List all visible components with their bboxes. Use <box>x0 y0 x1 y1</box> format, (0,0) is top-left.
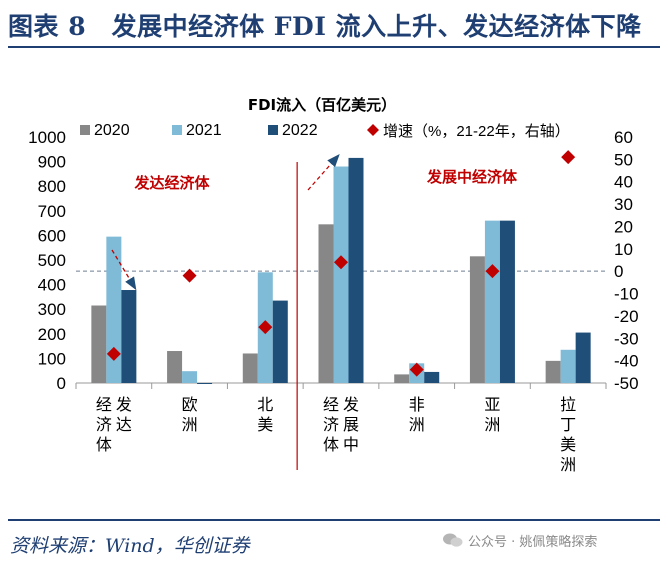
y-left-tick-label: 600 <box>38 226 66 245</box>
y-right-tick-label: -20 <box>614 307 639 326</box>
y-right-tick-label: -50 <box>614 374 639 393</box>
x-category-label: 展 <box>343 415 359 434</box>
watermark: 公众号 · 姚佩策略探索 <box>442 529 597 551</box>
y-left-tick-label: 400 <box>38 276 66 295</box>
source-note: 资料来源：Wind，华创证券 <box>10 535 250 557</box>
y-left-tick-label: 800 <box>38 177 66 196</box>
y-right-tick-label: -30 <box>614 329 639 348</box>
legend-swatch-2022 <box>268 125 278 135</box>
y-left-tick-label: 200 <box>38 325 66 344</box>
growth-marker <box>334 255 348 270</box>
bar-2021 <box>484 220 500 383</box>
growth-marker <box>485 264 500 279</box>
legend-label: 增速（%，21-22年，右轴） <box>383 123 570 140</box>
x-category-label: 发 <box>116 395 132 414</box>
x-category-label: 洲 <box>484 415 500 434</box>
y-right-tick-label: 60 <box>614 128 633 147</box>
bar-2020 <box>242 353 258 383</box>
bar-2020 <box>318 224 334 383</box>
y-right-tick-label: 30 <box>614 195 633 214</box>
y-left-tick-label: 300 <box>38 300 66 319</box>
bar-2022 <box>121 290 137 383</box>
y-left-tick-label: 500 <box>38 251 66 270</box>
y-left-tick-label: 700 <box>38 202 66 221</box>
legend-label: 2022 <box>282 122 318 139</box>
x-category-label: 非 <box>409 395 425 414</box>
x-category-label: 发 <box>343 395 359 414</box>
x-category-label: 经 <box>323 395 339 414</box>
trend-arrow-down <box>111 249 137 291</box>
y-left-tick-label: 900 <box>38 153 66 172</box>
y-right-tick-label: 10 <box>614 240 633 259</box>
growth-marker <box>409 362 424 377</box>
watermark-text: 公众号 · 姚佩策略探索 <box>468 534 598 550</box>
bar-2021 <box>560 349 576 383</box>
x-category-label: 拉 <box>560 395 576 414</box>
x-category-label: 体 <box>96 435 112 454</box>
legend-swatch-2020 <box>80 125 90 135</box>
x-category-label: 北 <box>257 395 273 414</box>
x-category-label: 亚 <box>484 395 500 414</box>
bar-2020 <box>394 374 410 383</box>
y-right-tick-label: 40 <box>614 173 633 192</box>
bar-2021 <box>333 166 349 383</box>
chart-title: FDI流入（百亿美元） <box>248 96 396 114</box>
bar-2020 <box>91 305 107 383</box>
x-category-label: 丁 <box>560 415 576 434</box>
legend-swatch-growth <box>367 124 379 136</box>
bar-2021 <box>106 236 122 383</box>
legend-label: 2020 <box>94 122 130 139</box>
trend-arrow-up <box>307 154 340 191</box>
x-category-label: 美 <box>257 415 273 434</box>
growth-marker <box>182 268 197 283</box>
x-category-label: 体 <box>323 435 339 454</box>
x-category-label: 中 <box>343 435 359 454</box>
bar-2022 <box>197 383 213 384</box>
region-label-developed: 发达经济体 <box>133 174 210 192</box>
bar-2020 <box>469 256 485 383</box>
x-category-label: 洲 <box>409 415 425 434</box>
y-right-tick-label: 0 <box>614 262 623 281</box>
x-category-label: 达 <box>116 415 132 434</box>
bar-2022 <box>424 371 440 383</box>
x-category-label: 美 <box>560 435 576 454</box>
x-category-label: 洲 <box>182 415 198 434</box>
x-category-label: 洲 <box>560 455 576 474</box>
bar-2022 <box>348 157 364 383</box>
y-left-tick-label: 0 <box>57 374 66 393</box>
header-divider <box>8 46 660 48</box>
x-category-label: 济 <box>96 415 112 434</box>
bar-2020 <box>545 360 561 383</box>
growth-marker <box>561 150 576 165</box>
legend-swatch-2021 <box>172 125 182 135</box>
bar-2022 <box>499 220 515 383</box>
wechat-icon <box>443 533 463 547</box>
growth-marker <box>106 346 121 361</box>
bar-2021 <box>182 371 198 383</box>
footer-divider <box>8 519 660 521</box>
y-right-tick-label: 50 <box>614 150 633 169</box>
x-category-label: 济 <box>323 415 339 434</box>
x-category-label: 经 <box>96 395 112 414</box>
x-category-label: 欧 <box>182 395 198 414</box>
growth-marker <box>258 320 273 335</box>
report-header: 图表 8 发展中经济体 FDI 流入上升、发达经济体下降 <box>0 0 668 50</box>
region-label-developing: 发展中经济体 <box>426 168 518 186</box>
y-right-tick-label: 20 <box>614 217 633 236</box>
bar-2022 <box>575 332 591 383</box>
bar-2020 <box>167 351 183 383</box>
y-left-tick-label: 1000 <box>28 128 66 147</box>
bar-2022 <box>272 300 288 383</box>
y-left-tick-label: 100 <box>38 349 66 368</box>
figure-title: 图表 8 发展中经济体 FDI 流入上升、发达经济体下降 <box>8 12 642 41</box>
y-right-tick-label: -10 <box>614 285 639 304</box>
legend-label: 2021 <box>186 122 222 139</box>
y-right-tick-label: -40 <box>614 352 639 371</box>
